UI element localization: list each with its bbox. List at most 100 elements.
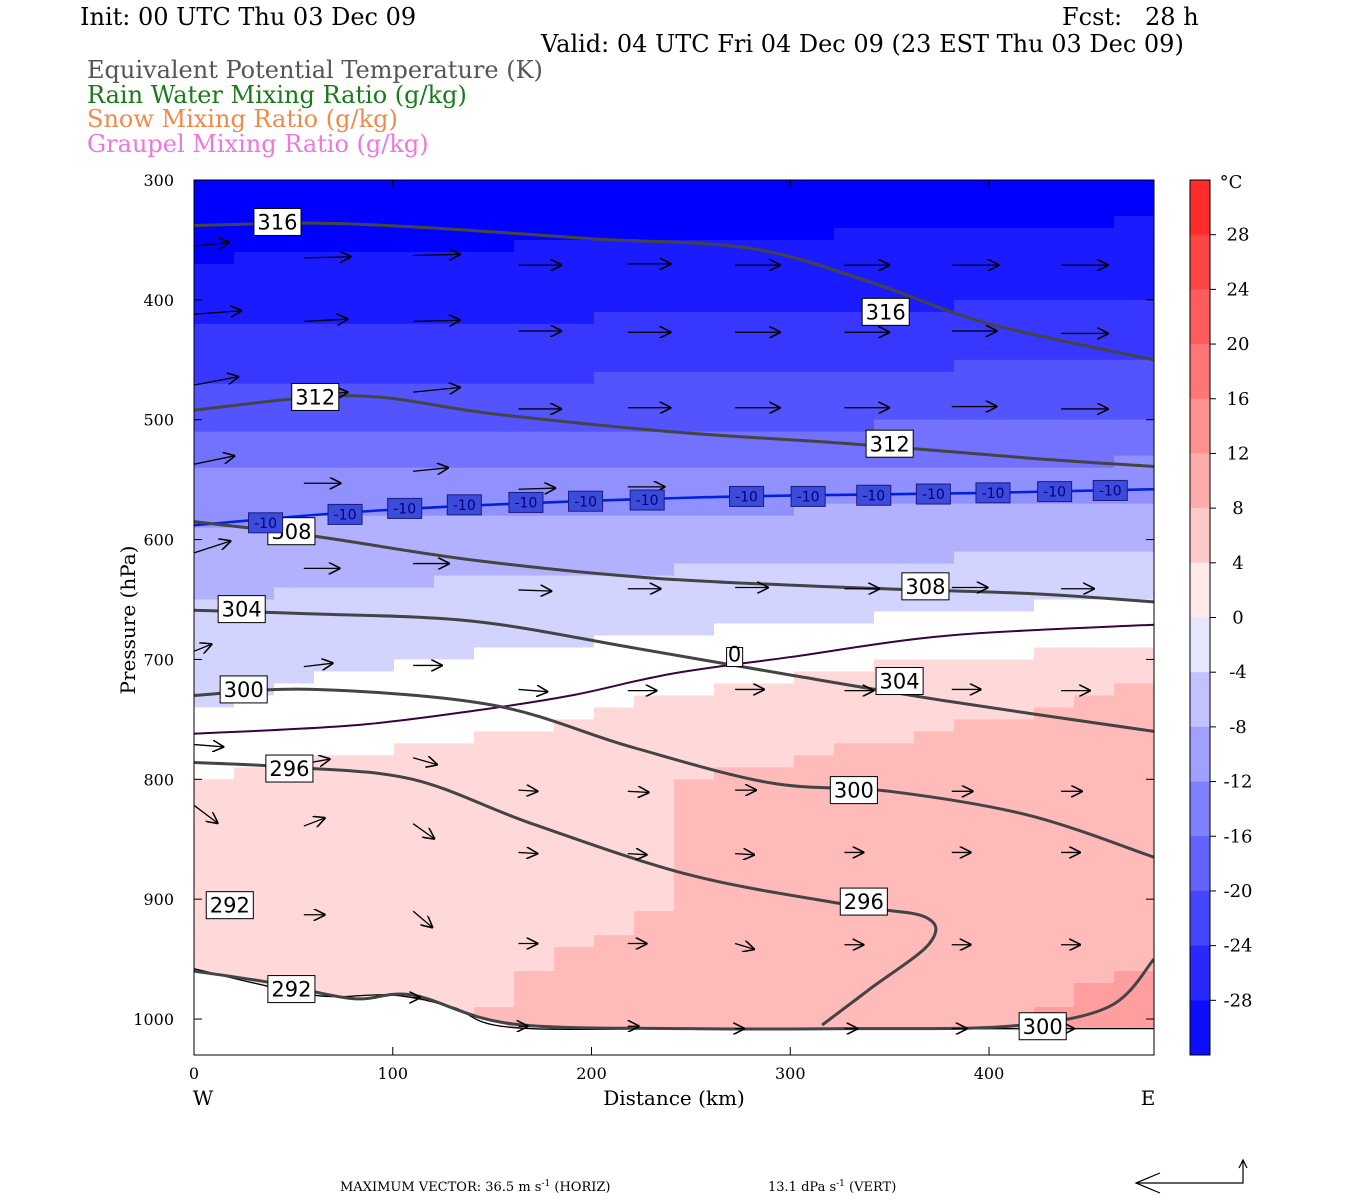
shade-cell — [674, 971, 715, 984]
shade-cell — [834, 947, 875, 960]
shade-cell — [1074, 323, 1115, 337]
shade-cell — [834, 707, 875, 720]
shade-cell — [834, 935, 875, 948]
shade-cell — [234, 923, 275, 936]
shade-cell — [954, 563, 995, 577]
theta-e-label-text: 308 — [905, 575, 945, 599]
shade-cell — [794, 851, 835, 864]
shade-cell — [954, 911, 995, 924]
shade-cell — [194, 551, 235, 565]
shade-cell — [874, 767, 915, 780]
shade-cell — [994, 659, 1035, 673]
y-tick-label: 1000 — [133, 1010, 174, 1029]
shade-cell — [1034, 335, 1075, 349]
shade-cell — [994, 383, 1035, 397]
shade-cell — [834, 863, 875, 876]
isotherm-label-box — [975, 482, 1011, 504]
shade-cell — [314, 563, 355, 577]
shade-cell — [954, 180, 995, 193]
shade-cell — [354, 659, 395, 673]
shade-cell — [954, 923, 995, 936]
shade-cell — [994, 983, 1035, 996]
shade-cell — [954, 251, 995, 265]
shade-cell — [434, 863, 475, 876]
isotherm-label-text: -10 — [453, 498, 476, 514]
shade-cell — [954, 839, 995, 852]
shade-cell — [994, 251, 1035, 265]
shade-cell — [714, 923, 755, 936]
shade-cell — [714, 407, 755, 421]
shade-cell — [714, 263, 755, 277]
shade-cell — [394, 239, 435, 253]
shade-cell — [194, 431, 235, 445]
shade-cell — [634, 959, 675, 972]
shade-cell — [394, 911, 435, 924]
shade-cell — [874, 467, 915, 481]
shade-cell — [514, 611, 555, 625]
shade-cell — [394, 443, 435, 457]
shade-cell — [554, 431, 595, 445]
colorbar-label: 24 — [1227, 279, 1250, 300]
shade-cell — [474, 239, 515, 253]
shade-cell — [314, 971, 355, 984]
shade-cell — [794, 863, 835, 876]
shade-cell — [434, 659, 475, 673]
shade-cell — [594, 791, 635, 804]
shade-cell — [994, 191, 1035, 205]
theta-e-label-box — [217, 595, 266, 624]
shade-cell — [274, 455, 315, 469]
shade-cell — [514, 455, 555, 469]
shade-cell — [914, 287, 955, 301]
shade-cell — [474, 215, 515, 229]
shade-cell — [354, 923, 395, 936]
shade-cell — [1114, 815, 1154, 828]
shade-cell — [834, 959, 875, 972]
shade-cell — [474, 491, 515, 505]
shade-cell — [674, 623, 715, 637]
shade-cell — [594, 180, 635, 193]
shade-cell — [994, 623, 1035, 637]
theta-e-label-box — [291, 382, 340, 411]
shade-cell — [474, 959, 515, 972]
shade-cell — [634, 191, 675, 205]
shade-cell — [474, 599, 515, 613]
shade-cell — [674, 683, 715, 697]
shade-cell — [754, 875, 795, 888]
shade-cell — [834, 923, 875, 936]
shade-cell — [634, 371, 675, 385]
shade-cell — [1114, 443, 1154, 457]
shade-cell — [914, 347, 955, 361]
theta-e-label-text: 300 — [1023, 1015, 1063, 1039]
shade-cell — [234, 371, 275, 385]
shade-cell — [874, 287, 915, 301]
colorbar-swatch — [1190, 180, 1210, 236]
shade-cell — [194, 935, 235, 948]
shade-cell — [794, 707, 835, 720]
isotherm-label-box — [790, 485, 826, 507]
theta-e-label-box — [839, 887, 888, 916]
shade-cell — [754, 371, 795, 385]
shade-cell — [1074, 431, 1115, 445]
shade-cell — [1114, 863, 1154, 876]
shade-cell — [714, 383, 755, 397]
shade-cell — [274, 875, 315, 888]
shade-cell — [314, 539, 355, 553]
shade-cell — [1074, 959, 1115, 972]
shade-cell — [1034, 767, 1075, 780]
shade-cell — [434, 635, 475, 649]
shade-cell — [594, 575, 635, 589]
shade-cell — [1114, 419, 1154, 433]
shade-cell — [994, 443, 1035, 457]
shade-cell — [234, 455, 275, 469]
shade-cell — [394, 323, 435, 337]
shade-cell — [314, 959, 355, 972]
shade-cell — [474, 935, 515, 948]
shade-cell — [834, 251, 875, 265]
shade-cell — [954, 815, 995, 828]
shade-cell — [314, 575, 355, 589]
shade-cell — [594, 431, 635, 445]
shade-cell — [394, 827, 435, 840]
theta-e-label-text: 304 — [222, 598, 262, 622]
shade-cell — [834, 180, 875, 193]
shade-cell — [714, 707, 755, 720]
